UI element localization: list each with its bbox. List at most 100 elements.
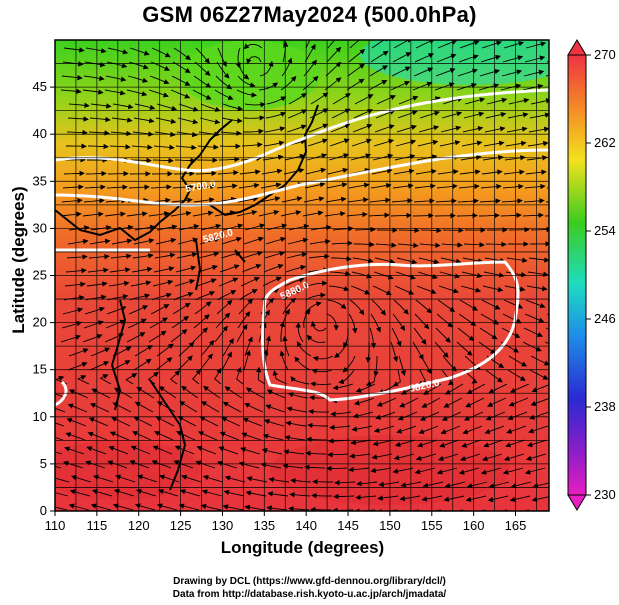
streamline [422, 481, 444, 489]
streamline [348, 466, 370, 473]
streamline [216, 183, 238, 189]
streamline [178, 341, 195, 357]
streamline [527, 439, 548, 448]
streamline [76, 375, 90, 385]
streamline [371, 168, 393, 175]
streamline [172, 184, 194, 190]
x-tick-label: 160 [463, 518, 485, 533]
streamline [370, 467, 392, 474]
streamline [327, 452, 349, 458]
streamline [68, 102, 90, 109]
streamline [109, 431, 130, 441]
streamline [236, 366, 244, 385]
streamline [266, 389, 287, 399]
streamline [222, 504, 244, 511]
streamline [354, 226, 376, 233]
streamline [241, 432, 262, 441]
streamline [199, 117, 221, 125]
streamline [329, 138, 350, 147]
streamline [262, 154, 284, 161]
streamline [436, 183, 458, 190]
streamline [265, 111, 287, 119]
streamline [178, 103, 199, 112]
streamline [307, 138, 328, 147]
y-tick-label: 40 [33, 126, 47, 141]
streamline [221, 416, 241, 427]
colorbar-ticks: 270 262 254 246 238 230 [586, 47, 616, 502]
streamline [461, 140, 483, 147]
streamline [68, 348, 89, 357]
streamline [502, 467, 524, 475]
streamline [137, 474, 158, 483]
streamline [460, 285, 482, 293]
streamline [258, 82, 279, 91]
streamline [526, 285, 548, 292]
streamline [523, 69, 545, 77]
streamline [214, 325, 228, 343]
streamline [222, 338, 234, 357]
streamline [460, 154, 482, 161]
streamline [437, 453, 459, 462]
streamline [546, 187, 549, 189]
streamline [525, 41, 547, 49]
colorbar-scale [567, 54, 587, 496]
streamline [528, 425, 549, 434]
streamline [170, 329, 188, 343]
streamline [375, 242, 397, 248]
streamline [507, 369, 526, 381]
streamline [89, 116, 111, 123]
streamline [523, 198, 545, 204]
streamline [193, 197, 215, 203]
streamline [199, 416, 219, 427]
streamline [88, 130, 110, 136]
streamline [524, 467, 546, 475]
streamline [462, 425, 483, 435]
x-tick-label: 155 [421, 518, 443, 533]
streamline [217, 290, 237, 301]
streamline [524, 183, 546, 190]
streamline [154, 252, 176, 259]
streamline [236, 323, 248, 343]
streamline [333, 341, 348, 358]
streamline [265, 236, 287, 245]
streamline [266, 505, 288, 511]
streamline [393, 40, 413, 49]
streamline [152, 157, 174, 164]
streamline [200, 223, 222, 231]
streamline [326, 46, 342, 63]
streamline [312, 479, 333, 485]
streamline [177, 117, 199, 125]
streamline [506, 126, 528, 133]
streamline [530, 226, 549, 233]
streamline [55, 492, 69, 497]
streamline [195, 460, 216, 469]
streamline [194, 61, 211, 77]
streamline [347, 63, 365, 77]
streamline [290, 376, 310, 385]
streamline [351, 271, 373, 279]
streamline [192, 210, 214, 217]
streamline [544, 341, 549, 345]
streamline [84, 184, 106, 190]
streamline [223, 489, 245, 497]
y-axis-ticks: 0 5 10 15 20 25 30 35 40 45 [33, 79, 55, 518]
streamline [530, 98, 549, 105]
streamline [88, 253, 110, 260]
streamline [525, 299, 546, 309]
streamline [263, 264, 284, 273]
streamline [305, 40, 311, 49]
x-tick-label: 115 [86, 518, 107, 533]
streamline [148, 89, 169, 98]
streamline [217, 170, 239, 176]
streamline [368, 80, 388, 91]
streamline [261, 448, 283, 455]
y-tick-label: 45 [33, 79, 47, 94]
streamline [62, 307, 84, 315]
streamline [283, 449, 305, 455]
streamline [482, 285, 504, 293]
x-axis-label: Longitude (degrees) [220, 538, 385, 557]
streamline [437, 299, 456, 313]
streamline [112, 103, 134, 110]
streamline [304, 182, 326, 189]
credit-dcl: Drawing by DCL (https://www.gfd-dennou.o… [173, 576, 446, 587]
